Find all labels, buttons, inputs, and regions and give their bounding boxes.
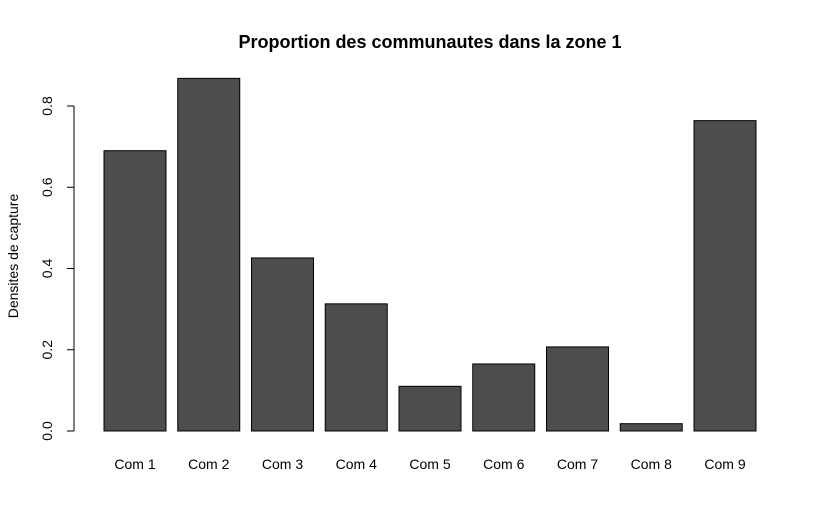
category-label: Com 6: [483, 456, 524, 472]
bar-com-4: [324, 303, 388, 432]
bar-com-1: [103, 150, 167, 432]
bar-com-9: [693, 120, 757, 432]
category-labels: Com 1 Com 2 Com 3 Com 4 Com 5 Com 6 Com 7 Com 8…: [114, 456, 745, 472]
bar-com-6: [472, 363, 536, 432]
bar-com-2: [177, 77, 241, 432]
category-label: Com 7: [557, 456, 598, 472]
bar-com-8: [619, 423, 683, 432]
y-tick-label: 0.2: [39, 340, 55, 360]
category-label: Com 4: [336, 456, 377, 472]
category-label: Com 2: [188, 456, 229, 472]
y-axis: 0.0 0.2 0.4 0.6 0.8: [39, 96, 75, 441]
y-tick-label: 0.6: [39, 177, 55, 197]
y-tick-label: 0.8: [39, 96, 55, 116]
bar-com-3: [251, 257, 314, 432]
y-tick-label: 0.0: [39, 421, 55, 441]
category-label: Com 3: [262, 456, 303, 472]
bar-com-5: [398, 385, 462, 432]
chart-title: Proportion des communautes dans la zone …: [238, 32, 621, 52]
bar-com-7: [546, 346, 609, 432]
category-label: Com 5: [409, 456, 450, 472]
category-label: Com 1: [114, 456, 155, 472]
y-axis-label: Densites de capture: [5, 194, 21, 319]
category-label: Com 9: [704, 456, 745, 472]
category-label: Com 8: [631, 456, 672, 472]
bars-group: [103, 77, 757, 432]
y-tick-label: 0.4: [39, 259, 55, 279]
